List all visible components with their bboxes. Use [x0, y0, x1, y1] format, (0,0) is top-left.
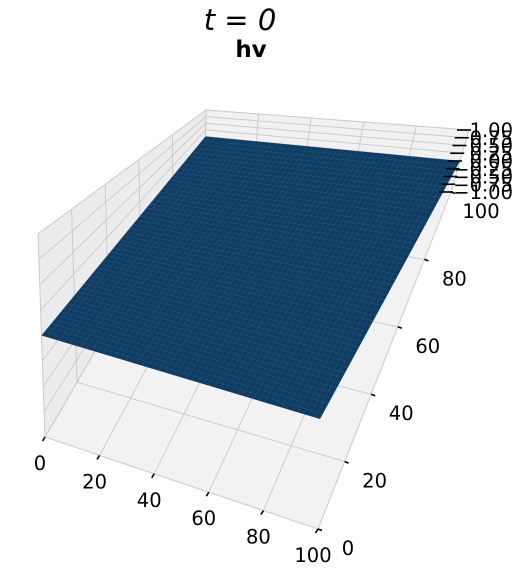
surface-mesh-y-27: [130, 227, 396, 280]
y-tick-label-1: 20: [362, 470, 387, 493]
y-tick-mark-4: [424, 258, 429, 262]
surface-mesh-y-38: [166, 184, 427, 224]
z-gridline-left-7: [38, 116, 207, 260]
surface-mesh-y-42: [179, 168, 438, 203]
figure-suptitle: t = 0: [204, 3, 277, 37]
x-tick-mark-5: [314, 528, 319, 534]
surface-mesh-x-31: [214, 151, 364, 388]
surface-mesh-x-44: [286, 157, 430, 410]
surface-mesh-x-41: [269, 156, 415, 405]
y-tick-label-2: 40: [389, 402, 414, 425]
surface-mesh-x-34: [230, 153, 379, 393]
axes-title: hv: [235, 37, 266, 63]
surface-mesh-x-36: [241, 154, 389, 396]
z-tick-label-1: −0.75: [453, 173, 513, 196]
surface-mesh-x-39: [258, 155, 405, 401]
y-tick-mark-3: [397, 326, 403, 330]
z-tick-label-6: 0.50: [470, 135, 513, 158]
surface-mesh-y-36: [159, 192, 421, 234]
z-tick-label-2: −0.50: [453, 166, 513, 189]
z-gridline-back-8: [205, 109, 470, 131]
y-tick-mark-2: [370, 393, 376, 397]
z-gridline-left-8: [37, 109, 207, 235]
surface-mesh-x-49: [314, 160, 456, 418]
x-tick-mark-0: [41, 436, 46, 442]
surface-mesh-x-32: [219, 152, 369, 390]
z-tick-label-0: −1.00: [453, 181, 513, 204]
surface-mesh-y-25: [123, 235, 391, 291]
surface-mesh-y-41: [175, 172, 435, 208]
surface-mesh-y-29: [136, 219, 402, 270]
surface-mesh-y-34: [152, 200, 416, 244]
surface-mesh-x-27: [191, 149, 344, 381]
z-tick-label-8: 1.00: [470, 119, 513, 142]
surface-mesh-y-48: [198, 144, 455, 172]
z-gridline-left-5: [40, 129, 206, 311]
y-tick-label-3: 60: [415, 335, 440, 358]
surface-mesh-y-35: [156, 196, 419, 239]
x-tick-label-3: 60: [191, 507, 216, 530]
x-tick-label-5: 100: [294, 544, 331, 567]
surface-mesh-x-37: [247, 154, 394, 398]
surface-mesh-y-31: [143, 211, 407, 260]
surface-mesh-y-44: [185, 160, 444, 193]
z-gridline-back-7: [205, 116, 467, 139]
surface-mesh-x-45: [291, 158, 435, 411]
x-tick-mark-4: [260, 510, 265, 516]
surface-mesh-y-33: [149, 203, 413, 249]
z-gridline-back-6: [205, 122, 465, 146]
x-axis-ticks: 0 20 40 60 80 100: [34, 436, 332, 567]
surface-mesh-x-46: [297, 158, 440, 413]
surface-mesh-y-49: [202, 140, 458, 167]
x-tick-mark-1: [96, 454, 101, 460]
surface-mesh-x-30: [208, 151, 359, 386]
z-gridline-back-5: [205, 129, 463, 154]
y-tick-mark-0: [317, 528, 323, 532]
x-tick-label-4: 80: [246, 526, 271, 549]
surface-mesh-y-43: [182, 164, 441, 198]
x-tick-mark-2: [151, 473, 155, 479]
surface-mesh-x-35: [236, 153, 384, 395]
surface-mesh-y-37: [162, 188, 424, 229]
z-gridline-left-6: [39, 122, 207, 286]
y-tick-mark-1: [344, 460, 349, 464]
surface-mesh-x-42: [275, 156, 420, 406]
surface-mesh-y-47: [195, 148, 452, 177]
x-gridline-floor-5: [317, 191, 452, 530]
surface-mesh-y-26: [126, 231, 393, 286]
surface-mesh-x-33: [225, 152, 374, 391]
x-tick-label-1: 20: [82, 470, 107, 493]
y-tick-label-5: 100: [462, 200, 499, 223]
surface-mesh-x-40: [264, 156, 410, 403]
z-tick-label-7: 0.75: [470, 127, 513, 150]
y-tick-label-4: 80: [442, 267, 467, 290]
surface-mesh-x-28: [197, 150, 349, 383]
z-tick-label-5: 0.25: [470, 142, 513, 165]
surface-mesh-x-29: [202, 150, 354, 385]
surface-mesh-x-38: [253, 155, 400, 400]
surface-mesh-x-26: [186, 149, 338, 380]
surface-mesh-y-45: [189, 156, 447, 187]
surface-mesh-y-40: [172, 176, 433, 213]
x-tick-mark-3: [205, 491, 210, 497]
z-tick-label-3: −0.25: [453, 158, 513, 181]
y-tick-label-0: 0: [342, 537, 354, 560]
x-tick-label-0: 0: [34, 452, 46, 475]
surface-mesh-x-48: [308, 159, 450, 416]
surface-mesh-y-30: [139, 215, 405, 265]
x-tick-label-2: 40: [137, 489, 162, 512]
surface-plot: [41, 136, 460, 419]
surface-mesh-x-47: [303, 159, 445, 415]
surface-mesh-y-46: [192, 152, 449, 182]
surface-mesh-y-32: [146, 207, 410, 255]
y-gridline-floor-1: [76, 381, 345, 463]
surface-mesh-x-43: [280, 157, 425, 408]
surface-mesh-y-28: [133, 223, 399, 275]
z-tick-label-4: 0.00: [470, 150, 513, 173]
z-axis-ticks: −1.00−0.75−0.50−0.250.000.250.500.751.00: [439, 119, 513, 204]
y-gridline-floor-0: [44, 436, 319, 530]
surface-mesh-y-39: [169, 180, 430, 218]
